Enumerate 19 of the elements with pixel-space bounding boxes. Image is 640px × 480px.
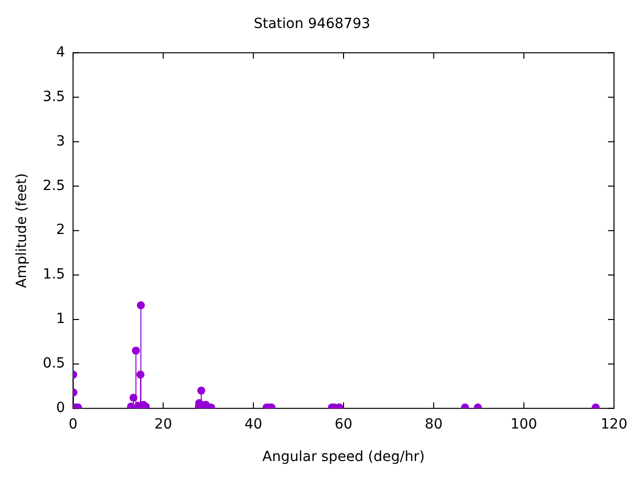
y-tick-label: 2: [56, 222, 66, 238]
y-tick-label: 3: [56, 133, 66, 150]
x-tick-label: 20: [154, 416, 172, 432]
x-tick-label: 40: [244, 416, 262, 432]
y-tick-label: 4: [56, 44, 66, 60]
y-tick-label: 0.5: [42, 356, 66, 372]
x-axis-title: Angular speed (deg/hr): [262, 449, 425, 466]
chart-title: Station 9468793: [254, 16, 370, 32]
y-tick-label: 2.5: [42, 178, 66, 194]
x-tick-label: 100: [510, 416, 538, 432]
y-tick-label: 3.5: [42, 88, 66, 105]
x-tick-label: 80: [424, 416, 443, 432]
x-tick-label: 60: [334, 416, 352, 432]
y-axis-title: Amplitude (feet): [14, 173, 30, 288]
x-tick-label: 120: [600, 416, 628, 432]
y-tick-label: 0: [56, 400, 66, 416]
y-tick-label: 1.5: [42, 266, 66, 283]
x-tick-label: 0: [68, 416, 78, 432]
y-tick-label: 1: [56, 311, 66, 328]
